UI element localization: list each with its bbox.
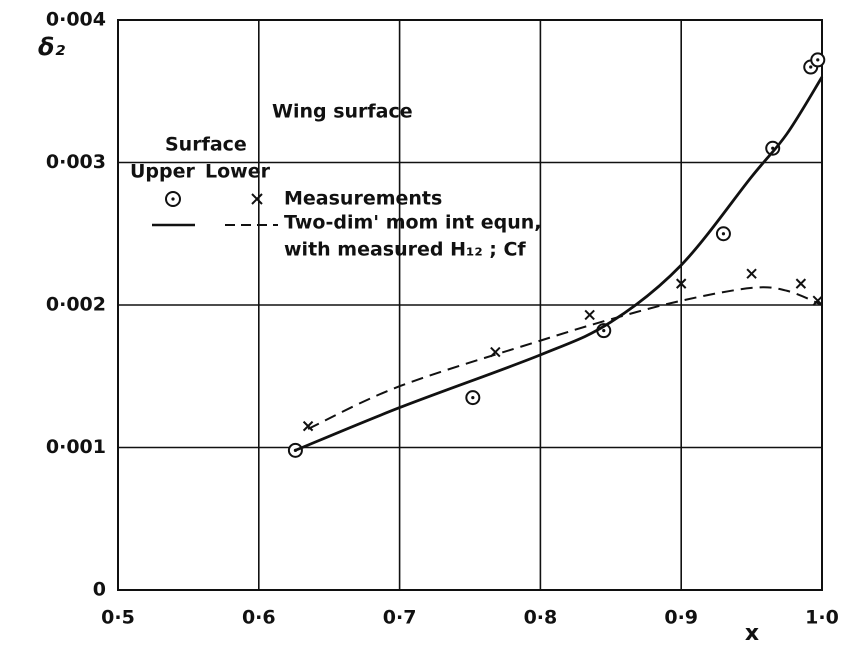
x-tick-label: 0·8 — [524, 607, 558, 629]
legend-marker — [171, 197, 175, 201]
upper-point — [715, 226, 731, 242]
y-tick-label: 0 — [93, 579, 106, 601]
curve — [294, 76, 824, 452]
lower-point — [584, 309, 595, 321]
legend-title: Wing surface — [272, 101, 413, 123]
upper-point — [465, 390, 481, 406]
legend-label: Measurements — [284, 188, 442, 210]
legend-marker — [251, 193, 263, 205]
legend-label: with measured H₁₂ ; Cf — [284, 239, 526, 261]
x-axis-label: x — [745, 621, 759, 646]
upper-point — [810, 52, 826, 68]
lower-point — [746, 268, 757, 279]
legend-marker — [165, 191, 181, 207]
upper-point — [765, 140, 781, 156]
curve — [307, 286, 823, 430]
y-tick-label: 0·003 — [46, 151, 106, 173]
y-axis-label: δ₂ — [38, 33, 65, 61]
y-tick-label: 0·004 — [46, 9, 106, 31]
y-tick-label: 0·001 — [46, 436, 106, 458]
y-tick-label: 0·002 — [46, 294, 106, 316]
x-tick-label: 0·7 — [383, 607, 417, 629]
legend-column: Lower — [205, 161, 271, 183]
lower-point — [675, 278, 687, 289]
x-tick-label: 0·6 — [242, 607, 276, 629]
legend-label: Two-dim' mom int equn, — [284, 212, 541, 234]
x-tick-label: 0·5 — [101, 607, 135, 629]
x-tick-label: 1·0 — [805, 607, 839, 629]
legend-header: Surface — [165, 134, 247, 156]
lower-point — [302, 420, 314, 432]
lower-point — [795, 278, 807, 289]
x-tick-label: 0·9 — [664, 607, 698, 629]
legend-column: Upper — [130, 161, 196, 183]
